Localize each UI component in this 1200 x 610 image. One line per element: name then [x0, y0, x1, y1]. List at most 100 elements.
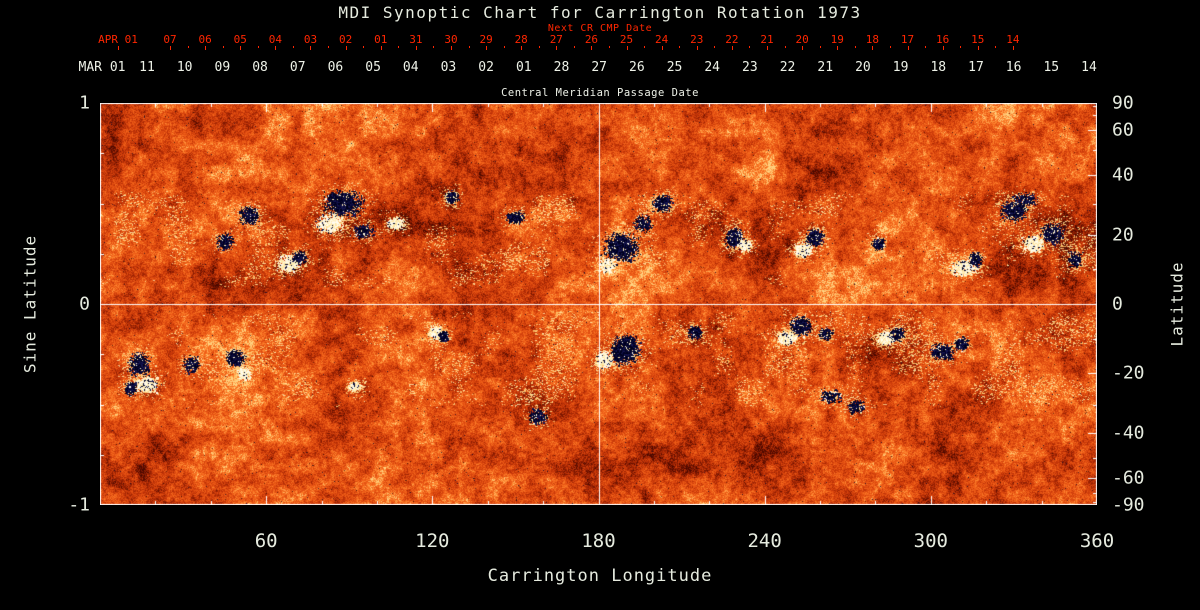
next-cr-tickmark [767, 46, 769, 50]
next-cr-day-tick: 01 [374, 33, 388, 46]
next-cr-day-tick: 19 [830, 33, 844, 46]
cmp-day-tick: 21 [817, 60, 834, 75]
latitude-tick-label: -90 [1112, 494, 1145, 516]
next-cr-minor-tickmark [363, 46, 365, 48]
next-cr-day-tick: 21 [760, 33, 774, 46]
next-cr-cmp-date-label: Next CR CMP Date [547, 23, 653, 34]
next-cr-day-tick: 26 [584, 33, 599, 46]
sine-latitude-tick-label: -1 [68, 494, 90, 516]
longitude-tick-label: 360 [1079, 530, 1115, 552]
next-cr-day-tick: 28 [514, 33, 528, 46]
latitude-tick-label: 90 [1112, 92, 1134, 114]
next-cr-month-tick: APR 01 [98, 33, 138, 46]
cmp-day-tick: 22 [779, 60, 796, 75]
longitude-tick-label: 300 [913, 530, 948, 552]
next-cr-tickmark [907, 46, 909, 50]
next-cr-day-tick: 15 [971, 33, 985, 46]
cmp-day-tick: 04 [402, 60, 419, 75]
next-cr-minor-tickmark [328, 46, 330, 48]
next-cr-tickmark [661, 46, 663, 50]
next-cr-tickmark [345, 46, 347, 50]
cmp-day-tick: 27 [591, 60, 607, 75]
latitude-tick-label: -40 [1112, 422, 1145, 444]
chart-title: MDI Synoptic Chart for Carrington Rotati… [338, 3, 862, 22]
next-cr-tickmark [310, 46, 312, 50]
next-cr-day-tick: 02 [338, 33, 353, 46]
cmp-day-tick: 07 [289, 60, 306, 75]
next-cr-day-tick: 25 [619, 33, 634, 46]
latitude-tick-label: 20 [1112, 224, 1134, 246]
latitude-tick-label: 40 [1112, 164, 1134, 186]
next-cr-minor-tickmark [468, 46, 470, 48]
cmp-day-tick: 03 [440, 60, 457, 75]
next-cr-tickmark [977, 46, 979, 50]
longitude-tick-label: 60 [254, 530, 278, 552]
left-axis-title: Sine Latitude [20, 234, 40, 374]
cmp-day-tick: 11 [139, 60, 155, 75]
next-cr-day-tick: 24 [655, 33, 669, 46]
next-cr-tickmark [696, 46, 698, 50]
next-cr-minor-tickmark [925, 46, 927, 48]
next-cr-tickmark [380, 46, 382, 50]
next-cr-day-tick: 16 [936, 33, 950, 46]
next-cr-minor-tickmark [960, 46, 962, 48]
cmp-day-tick: 01 [515, 60, 532, 75]
next-cr-day-tick: 07 [163, 33, 177, 46]
next-cr-minor-tickmark [784, 46, 786, 48]
next-cr-tickmark [275, 46, 277, 50]
next-cr-tickmark [802, 46, 804, 50]
next-cr-minor-tickmark [433, 46, 435, 48]
magnetogram-map [100, 103, 1097, 505]
next-cr-tickmark [240, 46, 242, 50]
cmp-day-tick: 20 [855, 60, 871, 75]
next-cr-minor-tickmark [503, 46, 505, 48]
next-cr-minor-tickmark [257, 46, 259, 48]
next-cr-tickmark [591, 46, 593, 50]
latitude-tick-label: 0 [1112, 293, 1123, 315]
bottom-axis-title: Carrington Longitude [487, 566, 713, 586]
next-cr-day-tick: 18 [865, 33, 880, 46]
next-cr-minor-tickmark [889, 46, 891, 48]
next-cr-minor-tickmark [679, 46, 681, 48]
next-cr-minor-tickmark [819, 46, 821, 48]
cmp-day-tick: 26 [629, 60, 645, 75]
cmp-day-tick: 06 [327, 60, 344, 75]
cmp-day-tick: 02 [478, 60, 494, 75]
next-cr-tickmark [556, 46, 558, 50]
next-cr-tickmark [626, 46, 628, 50]
next-cr-day-tick: 29 [479, 33, 493, 46]
next-cr-day-tick: 27 [549, 33, 563, 46]
cmp-month-tick: MAR 01 [78, 60, 126, 75]
longitude-tick-label: 240 [747, 530, 782, 552]
cmp-day-tick: 24 [704, 60, 721, 75]
cmp-day-tick: 15 [1043, 60, 1060, 75]
next-cr-tickmark [118, 46, 119, 50]
next-cr-tickmark [837, 46, 839, 50]
next-cr-tickmark [872, 46, 874, 50]
next-cr-minor-tickmark [714, 46, 716, 48]
next-cr-minor-tickmark [222, 46, 224, 48]
next-cr-minor-tickmark [573, 46, 575, 48]
next-cr-day-tick: 04 [268, 33, 282, 46]
cmp-day-tick: 28 [553, 60, 570, 75]
longitude-tick-label: 120 [415, 530, 450, 552]
next-cr-tickmark [415, 46, 417, 50]
next-cr-day-tick: 14 [1006, 33, 1020, 46]
next-cr-day-tick: 05 [233, 33, 247, 46]
next-cr-day-tick: 31 [409, 33, 423, 46]
next-cr-day-tick: 17 [900, 33, 915, 46]
next-cr-tickmark [450, 46, 452, 50]
right-axis-title: Latitude [1167, 261, 1187, 347]
next-cr-minor-tickmark [187, 46, 189, 48]
next-cr-day-tick: 20 [795, 33, 809, 46]
cmp-day-tick: 19 [892, 60, 909, 75]
sine-latitude-tick-label: 0 [79, 293, 90, 315]
cmp-axis-label: Central Meridian Passage Date [501, 87, 699, 99]
next-cr-day-tick: 03 [303, 33, 318, 46]
next-cr-minor-tickmark [538, 46, 540, 48]
next-cr-day-tick: 22 [725, 33, 739, 46]
longitude-tick-label: 180 [581, 530, 616, 552]
cmp-day-tick: 18 [930, 60, 947, 75]
latitude-tick-label: 60 [1112, 119, 1134, 141]
